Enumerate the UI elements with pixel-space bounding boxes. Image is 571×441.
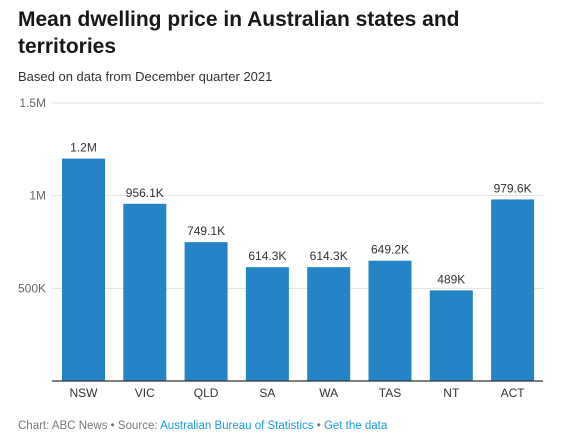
bar-value-label: 1.2M: [70, 141, 97, 155]
x-tick-label: TAS: [379, 386, 401, 400]
bar-wa: [307, 267, 351, 381]
x-tick-label: WA: [319, 386, 338, 400]
get-the-data-link[interactable]: Get the data: [323, 420, 388, 432]
x-tick-label: ACT: [501, 386, 526, 400]
bar-tas: [368, 260, 412, 381]
source-link[interactable]: Australian Bureau of Statistics: [160, 420, 314, 432]
chart-footer: Chart: ABC News • Source: Australian Bur…: [18, 419, 387, 433]
bar-act: [491, 199, 535, 381]
bar-sa: [245, 267, 289, 381]
bar-value-label: 979.6K: [494, 181, 532, 195]
x-tick-label: SA: [259, 386, 275, 400]
bar-qld: [184, 242, 228, 381]
footer-separator: •: [313, 420, 324, 432]
bar-value-label: 649.2K: [371, 243, 409, 257]
chart-subtitle: Based on data from December quarter 2021: [18, 69, 273, 84]
bar-nt: [429, 290, 473, 381]
x-tick-label: NT: [443, 386, 460, 400]
bar-value-label: 614.3K: [248, 249, 286, 263]
bar-vic: [123, 203, 167, 381]
bar-nsw: [62, 158, 105, 381]
bar-value-label: 956.1K: [126, 186, 164, 200]
x-tick-label: NSW: [70, 386, 99, 400]
bar-value-label: 749.1K: [187, 224, 225, 238]
footer-separator: •: [107, 420, 118, 432]
source-prefix: Source:: [117, 420, 161, 432]
chart-credit: Chart: ABC News: [18, 420, 108, 432]
bar-value-label: 614.3K: [310, 249, 348, 263]
y-tick-label: 1M: [29, 189, 46, 203]
x-tick-label: VIC: [135, 386, 155, 400]
y-tick-label: 500K: [18, 281, 46, 295]
chart-title: Mean dwelling price in Australian states…: [18, 8, 460, 58]
x-tick-label: QLD: [194, 386, 219, 400]
bar-value-label: 489K: [437, 272, 465, 286]
y-tick-label: 1.5M: [19, 96, 46, 110]
